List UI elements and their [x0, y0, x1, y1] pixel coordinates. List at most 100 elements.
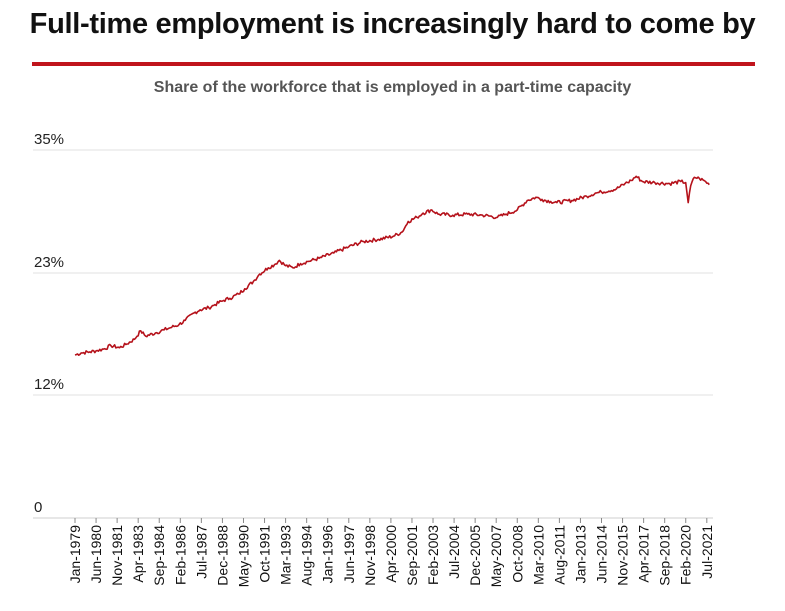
x-tick-label: Jun-1980: [88, 525, 104, 584]
y-tick-label: 12%: [34, 376, 64, 393]
data-point: [556, 202, 558, 204]
x-tick-label: Apr-2000: [383, 525, 399, 583]
data-point: [318, 258, 320, 260]
data-point: [709, 184, 711, 186]
data-point: [274, 264, 276, 266]
data-point: [378, 239, 380, 241]
data-point: [214, 304, 216, 306]
data-point: [642, 181, 644, 183]
data-point: [616, 188, 618, 190]
data-point: [185, 320, 187, 322]
data-point: [467, 213, 469, 215]
x-tick-label: Jan-2013: [572, 525, 588, 584]
data-point: [699, 178, 701, 180]
data-point: [95, 350, 97, 352]
y-tick-label: 0: [34, 499, 42, 516]
gridlines: [33, 149, 713, 519]
data-point: [630, 180, 632, 182]
data-point: [208, 307, 210, 309]
data-point: [526, 200, 528, 202]
data-point: [89, 351, 91, 353]
data-point: [497, 217, 499, 219]
x-tick-label: Apr-2017: [636, 525, 652, 583]
data-point: [104, 348, 106, 350]
data-point: [259, 273, 261, 275]
data-point: [229, 298, 231, 300]
x-tick-label: May-2007: [488, 525, 504, 587]
data-point: [178, 324, 180, 326]
x-tick-label: Feb-2003: [425, 525, 441, 585]
data-point: [687, 202, 689, 204]
data-point: [307, 261, 309, 263]
data-point: [431, 209, 433, 211]
x-tick-label: Jan-1996: [320, 525, 336, 584]
data-point: [654, 182, 656, 184]
data-point: [348, 246, 350, 248]
x-tick-label: May-1990: [236, 525, 252, 587]
data-point: [279, 260, 281, 262]
data-point: [170, 327, 172, 329]
x-tick-label: Apr-1983: [130, 525, 146, 583]
data-point: [285, 265, 287, 267]
x-tick-label: Dec-1988: [214, 525, 230, 586]
data-point: [134, 339, 136, 341]
y-axis-ticks: 0 12% 23% 35%: [34, 131, 64, 516]
x-tick-label: Jul-2021: [699, 525, 715, 579]
data-point: [393, 235, 395, 237]
x-tick-label: Sep-2018: [657, 525, 673, 586]
x-tick-label: Mar-1993: [278, 525, 294, 585]
data-point: [669, 183, 671, 185]
x-tick-label: Nov-1998: [362, 525, 378, 586]
x-tick-label: Feb-2020: [678, 525, 694, 585]
data-point: [238, 293, 240, 295]
y-tick-label: 35%: [34, 131, 64, 148]
data-point: [690, 185, 692, 187]
x-tick-label: Sep-2001: [404, 525, 420, 586]
data-point: [140, 330, 142, 332]
data-point: [300, 263, 302, 265]
data-point: [535, 197, 537, 199]
data-point: [125, 344, 127, 346]
data-point: [193, 312, 195, 314]
data-point: [705, 181, 707, 183]
data-point: [110, 345, 112, 347]
data-point: [571, 200, 573, 202]
data-point: [635, 176, 637, 178]
data-point: [74, 354, 76, 356]
series-layer: [74, 175, 711, 356]
data-point: [119, 347, 121, 349]
data-point: [223, 300, 225, 302]
data-point: [163, 329, 165, 331]
x-tick-label: Jun-1997: [341, 525, 357, 584]
x-tick-label: Dec-2005: [467, 525, 483, 586]
data-point: [452, 214, 454, 216]
data-point: [586, 196, 588, 198]
x-tick-label: Mar-2010: [530, 525, 546, 585]
data-point: [416, 217, 418, 219]
data-point: [199, 309, 201, 311]
chart-title: Full-time employment is increasingly har…: [29, 8, 756, 40]
data-point: [437, 213, 439, 215]
data-point: [482, 214, 484, 216]
x-tick-label: Aug-1994: [299, 525, 315, 586]
data-point: [694, 177, 696, 179]
y-tick-label: 23%: [34, 254, 64, 271]
series-line-part-time-share: [74, 175, 710, 356]
x-tick-label: Nov-2015: [615, 525, 631, 586]
chart-subtitle: Share of the workforce that is employed …: [153, 79, 632, 96]
x-tick-label: Nov-1981: [109, 525, 125, 586]
data-point: [407, 221, 409, 223]
data-point: [244, 288, 246, 290]
x-tick-label: Jul-1987: [193, 525, 209, 579]
data-point: [253, 281, 255, 283]
data-point: [505, 213, 507, 215]
data-point: [680, 181, 682, 183]
title-divider: [32, 62, 755, 66]
data-point: [145, 335, 147, 337]
x-axis-ticks: Jan-1979 Jun-1980 Nov-1981 Apr-1983 Sep-1984…: [67, 518, 715, 587]
data-point: [517, 209, 519, 211]
data-point: [155, 332, 157, 334]
data-point: [601, 191, 603, 193]
x-tick-label: Oct-2008: [509, 525, 525, 583]
